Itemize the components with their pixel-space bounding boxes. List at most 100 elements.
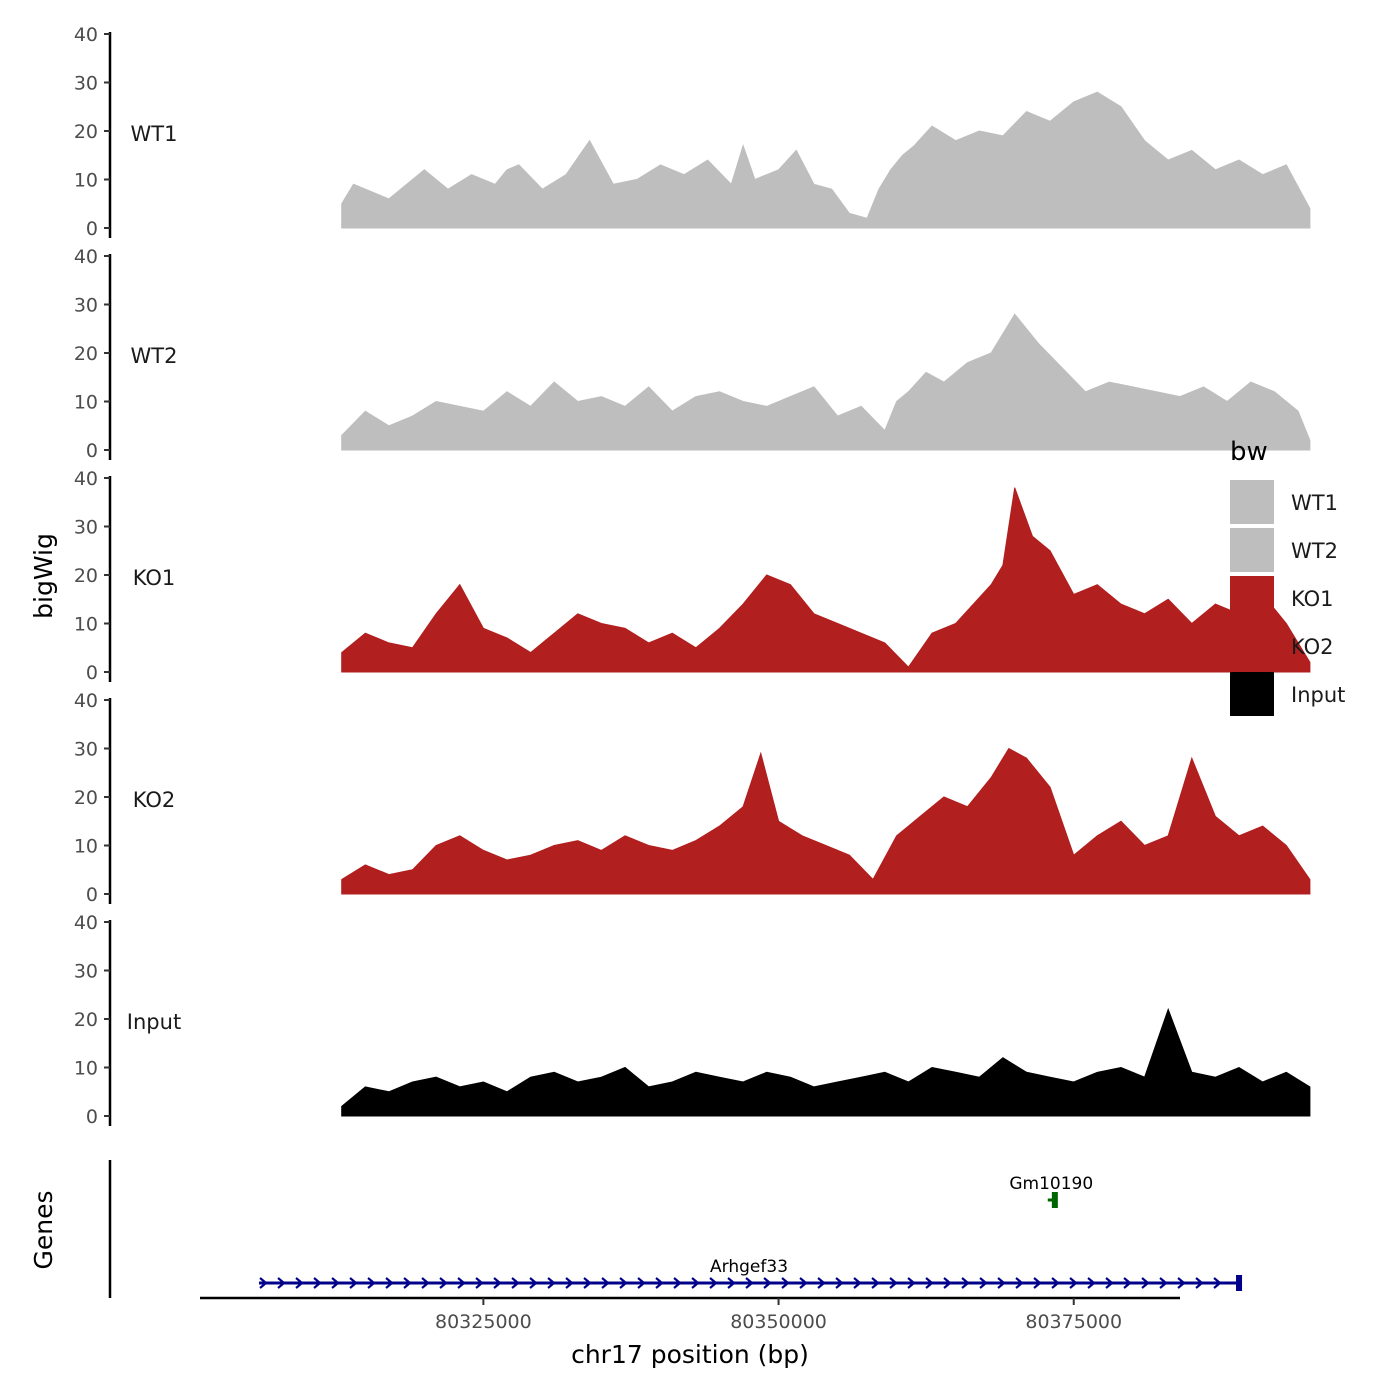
legend-label: Input: [1291, 683, 1345, 707]
y-tick-label: 20: [74, 121, 98, 143]
y-tick-label: 40: [74, 24, 98, 46]
y-tick-label: 0: [86, 440, 98, 462]
strand-arrow: [529, 1277, 538, 1289]
y-tick-label: 10: [74, 836, 98, 858]
legend-label: KO1: [1291, 587, 1334, 611]
coverage-tracks: 0 10 20 30 40 WT1 0 10 20 30 40 WT2 0 10 20 30 40 KO1 0 10 2…: [74, 24, 1311, 1128]
strand-arrow: [439, 1277, 448, 1289]
x-axis-title: chr17 position (bp): [571, 1340, 809, 1369]
legend-key-wt2: [1230, 528, 1274, 572]
y-tick-label: 10: [74, 614, 98, 636]
legend-label: WT2: [1291, 539, 1338, 563]
strand-arrow: [1087, 1277, 1096, 1289]
y-tick-label: 20: [74, 787, 98, 809]
strand-arrow: [637, 1277, 646, 1289]
strand-arrow: [367, 1277, 376, 1289]
track-wt2: 0 10 20 30 40 WT2: [74, 246, 1311, 462]
y-tick-label: 30: [74, 961, 98, 983]
track-ko1: 0 10 20 30 40 KO1: [74, 468, 1311, 684]
strand-arrow: [1213, 1277, 1222, 1289]
genes-panel: Arhgef33 Gm10190: [108, 1160, 1243, 1298]
y-tick-label: 0: [86, 662, 98, 684]
strand-arrow: [997, 1277, 1006, 1289]
strand-arrow: [709, 1277, 718, 1289]
y-tick-label: 10: [74, 1058, 98, 1080]
strand-arrow: [331, 1277, 340, 1289]
track-label: KO2: [133, 788, 176, 812]
gene-exon: [1051, 1192, 1058, 1208]
strand-arrow: [1051, 1277, 1060, 1289]
x-tick-label: 80375000: [1025, 1311, 1122, 1333]
strand-arrow: [691, 1277, 700, 1289]
legend-label: KO2: [1291, 635, 1334, 659]
track-ko2: 0 10 20 30 40 KO2: [74, 690, 1311, 906]
strand-arrow: [259, 1277, 268, 1289]
strand-arrow: [403, 1277, 412, 1289]
legend-key-wt1: [1230, 480, 1274, 524]
legend-key-ko2: [1230, 624, 1274, 668]
strand-arrow: [925, 1277, 934, 1289]
track-wt1: 0 10 20 30 40 WT1: [74, 24, 1311, 240]
strand-arrow: [457, 1277, 466, 1289]
strand-arrow: [799, 1277, 808, 1289]
y-tick-label: 0: [86, 218, 98, 240]
strand-arrow: [385, 1277, 394, 1289]
strand-arrow: [673, 1277, 682, 1289]
legend-label: WT1: [1291, 491, 1338, 515]
strand-arrow: [727, 1277, 736, 1289]
strand-arrow: [853, 1277, 862, 1289]
strand-arrow: [1033, 1277, 1042, 1289]
strand-arrow: [619, 1277, 628, 1289]
strand-arrow: [583, 1277, 592, 1289]
track-label: WT1: [131, 122, 178, 146]
track-label: Input: [127, 1010, 181, 1034]
strand-arrow: [1195, 1277, 1204, 1289]
strand-arrow: [313, 1277, 322, 1289]
strand-arrow: [1015, 1277, 1024, 1289]
y-tick-label: 40: [74, 246, 98, 268]
strand-arrow: [1123, 1277, 1132, 1289]
strand-arrow: [979, 1277, 988, 1289]
gene-gm10190: Gm10190: [1009, 1174, 1093, 1208]
y-tick-label: 30: [74, 295, 98, 317]
gene-label: Gm10190: [1009, 1174, 1093, 1194]
coverage-area: [341, 1007, 1311, 1117]
strand-arrow: [907, 1277, 916, 1289]
y-tick-label: 0: [86, 884, 98, 906]
strand-arrow: [277, 1277, 286, 1289]
strand-arrow: [961, 1277, 970, 1289]
strand-arrow: [943, 1277, 952, 1289]
y-tick-label: 30: [74, 517, 98, 539]
track-label: WT2: [131, 344, 178, 368]
strand-arrow: [1177, 1277, 1186, 1289]
y-tick-label: 30: [74, 739, 98, 761]
strand-arrow: [565, 1277, 574, 1289]
y-tick-label: 20: [74, 343, 98, 365]
y-tick-label: 30: [74, 73, 98, 95]
y-tick-label: 0: [86, 1106, 98, 1128]
legend-key-ko1: [1230, 576, 1274, 620]
gene-label: Arhgef33: [710, 1257, 788, 1277]
x-tick-label: 80325000: [435, 1311, 532, 1333]
y-tick-label: 40: [74, 468, 98, 490]
strand-arrow: [889, 1277, 898, 1289]
track-input: 0 10 20 30 40 Input: [74, 912, 1311, 1128]
y-tick-label: 10: [74, 392, 98, 414]
strand-arrow: [781, 1277, 790, 1289]
y-axis-title: bigWig: [29, 533, 58, 619]
gene-exon: [1236, 1275, 1243, 1291]
strand-arrow: [1069, 1277, 1078, 1289]
x-axis: 80325000 80350000 80375000: [200, 1296, 1180, 1333]
strand-arrow: [763, 1277, 772, 1289]
strand-arrow: [295, 1277, 304, 1289]
strand-arrow: [349, 1277, 358, 1289]
y-tick-label: 40: [74, 912, 98, 934]
strand-arrow: [835, 1277, 844, 1289]
legend-title: bw: [1230, 437, 1268, 467]
strand-arrow: [511, 1277, 520, 1289]
coverage-area: [341, 91, 1311, 229]
coverage-area: [341, 747, 1311, 895]
strand-arrow: [1105, 1277, 1114, 1289]
coverage-area: [341, 487, 1311, 673]
strand-arrow: [1159, 1277, 1168, 1289]
